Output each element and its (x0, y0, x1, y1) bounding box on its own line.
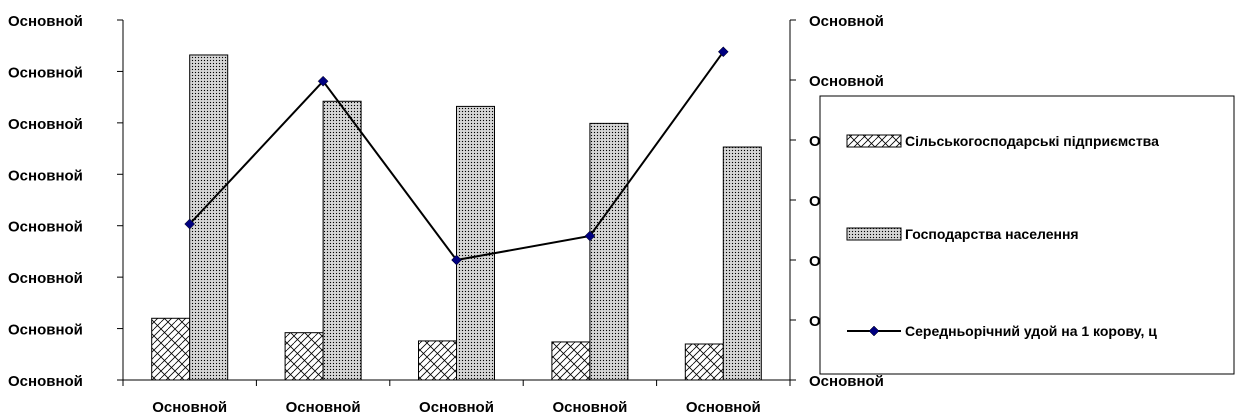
left-axis-tick-label: Основной (8, 167, 83, 184)
bar (589, 122, 629, 381)
legend-label: Господарства населення (905, 226, 1079, 242)
left-axis-tick-label: Основной (8, 219, 83, 236)
axes (117, 19, 796, 386)
bar (722, 146, 762, 381)
line-point (451, 254, 462, 266)
right-axis-tick-label: Основной (809, 73, 884, 90)
legend-label: Середньорічний удой на 1 корову, ц (905, 323, 1157, 339)
bars (151, 54, 762, 381)
bar (551, 341, 591, 381)
line-point (317, 75, 329, 87)
legend-label: Сільськогосподарські підприємства (905, 133, 1159, 149)
x-axis-tick-label: Основной (152, 399, 227, 416)
left-axis-tick-label: Основной (8, 373, 83, 390)
x-axis-tick-label: Основной (686, 399, 761, 416)
left-axis-tick-label: Основной (8, 270, 83, 287)
bar (456, 105, 495, 381)
left-axis-tick-label: Основной (8, 13, 83, 30)
bar (151, 317, 191, 381)
line-point (184, 218, 196, 230)
bar (418, 340, 457, 381)
legend-swatch (846, 227, 902, 241)
bar (322, 100, 362, 381)
legend-marker (868, 325, 880, 337)
x-axis-tick-label: Основной (419, 399, 494, 416)
right-axis-tick-label: Основной (809, 373, 884, 390)
x-axis-tick-label: Основной (552, 399, 627, 416)
bar (284, 332, 324, 381)
line-point (717, 46, 729, 58)
legend-swatch (846, 134, 902, 148)
line-series (184, 46, 729, 266)
left-axis-tick-label: Основной (8, 116, 83, 133)
legend: Сільськогосподарські підприємства Господа… (819, 95, 1235, 375)
bar (684, 343, 724, 381)
line-point (584, 230, 596, 242)
left-axis-tick-label: Основной (8, 64, 83, 81)
right-axis-tick-label: Основной (809, 13, 884, 30)
x-axis-tick-label: Основной (286, 399, 361, 416)
left-axis-tick-label: Основной (8, 322, 83, 339)
